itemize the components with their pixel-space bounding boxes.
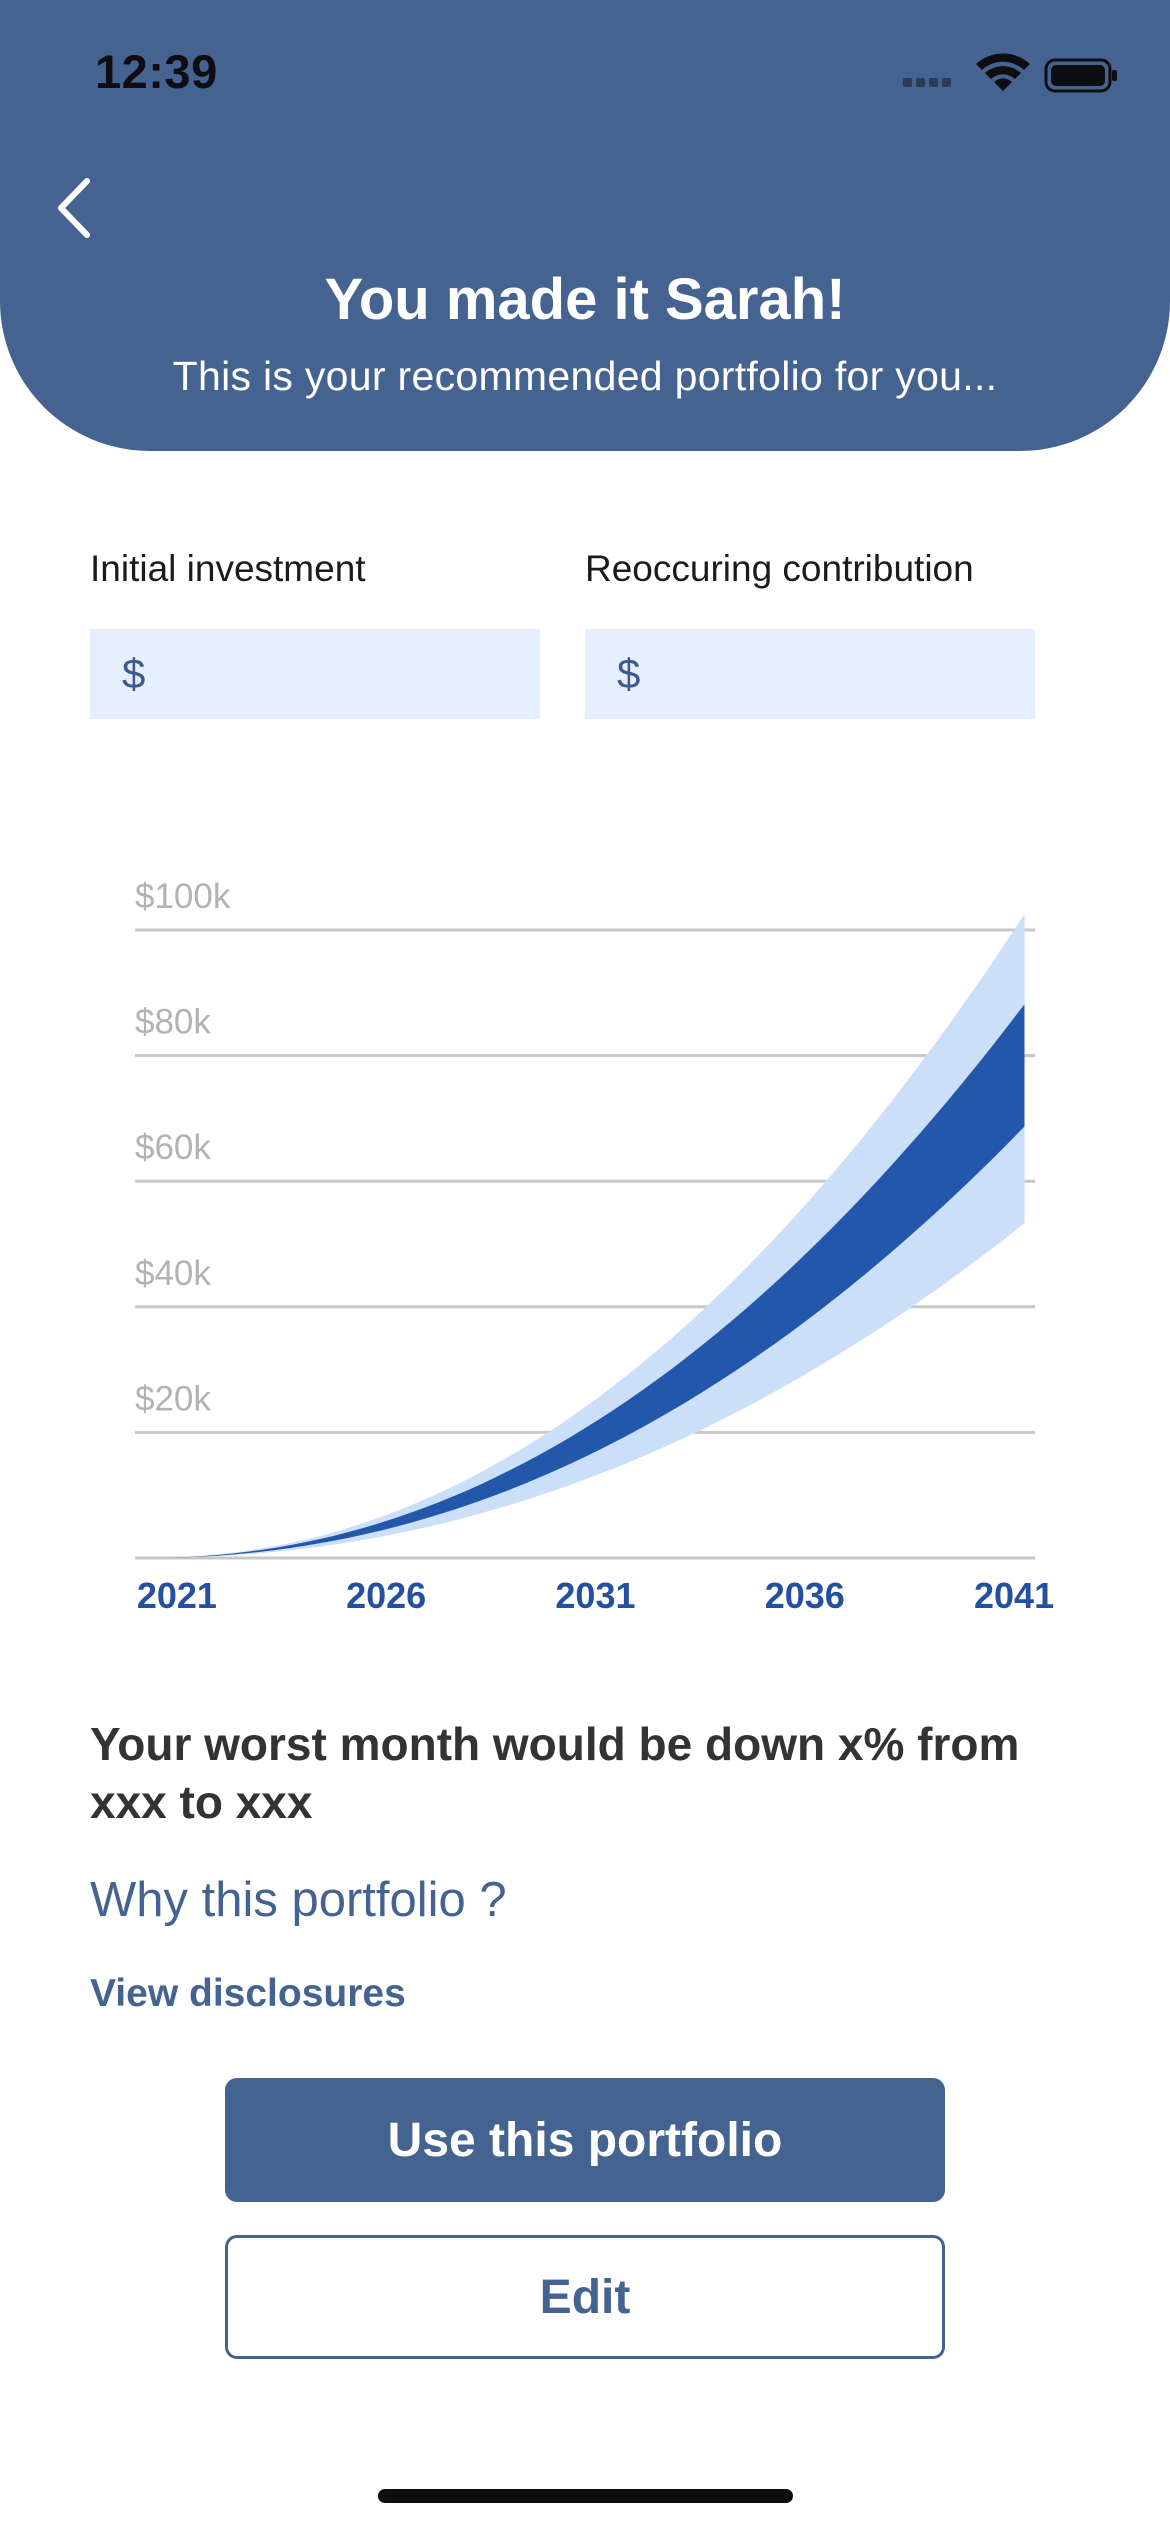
currency-symbol: $ <box>617 650 641 697</box>
x-tick-label: 2021 <box>137 1575 217 1616</box>
worst-month-text: Your worst month would be down x% from x… <box>90 1718 1020 1828</box>
edit-button[interactable]: Edit <box>225 2235 945 2359</box>
y-tick-label: $80k <box>135 1003 211 1042</box>
home-indicator <box>378 2489 793 2503</box>
x-tick-label: 2036 <box>765 1575 845 1616</box>
page-title: You made it Sarah! <box>324 267 846 332</box>
view-disclosures-link[interactable]: View disclosures <box>90 1972 406 2015</box>
initial-investment-field[interactable]: $ <box>90 629 675 719</box>
page-subtitle: This is your recommended portfolio for y… <box>172 353 998 399</box>
why-portfolio-link[interactable]: Why this portfolio ? <box>90 1873 507 1927</box>
x-tick-label: 2041 <box>974 1575 1054 1616</box>
battery-icon <box>1044 58 1117 93</box>
y-tick-label: $20k <box>135 1379 211 1418</box>
chevron-left-icon <box>58 178 90 238</box>
cellular-signal-icon <box>903 78 951 87</box>
wifi-icon <box>976 53 1030 91</box>
recurring-contribution-field[interactable]: $ <box>585 629 1170 719</box>
y-tick-label: $40k <box>135 1254 211 1293</box>
initial-investment-label: Initial investment <box>90 548 366 589</box>
x-tick-label: 2031 <box>555 1575 635 1616</box>
currency-symbol: $ <box>122 650 146 697</box>
status-icons <box>903 53 1117 93</box>
header: 12:39 You made it <box>0 0 1170 451</box>
recurring-contribution-input[interactable] <box>654 629 1170 719</box>
inner-range-band <box>143 1004 1025 1558</box>
back-button[interactable] <box>38 168 108 248</box>
projection-chart: $20k $40k $60k $80k $100k 2021 2026 2031 2036 204… <box>135 877 1054 1616</box>
x-tick-label: 2026 <box>346 1575 426 1616</box>
use-portfolio-button[interactable]: Use this portfolio <box>225 2078 945 2202</box>
recurring-contribution-label: Reoccuring contribution <box>585 548 974 589</box>
y-tick-label: $60k <box>135 1128 211 1167</box>
y-tick-label: $100k <box>135 877 231 916</box>
status-time: 12:39 <box>95 45 218 98</box>
